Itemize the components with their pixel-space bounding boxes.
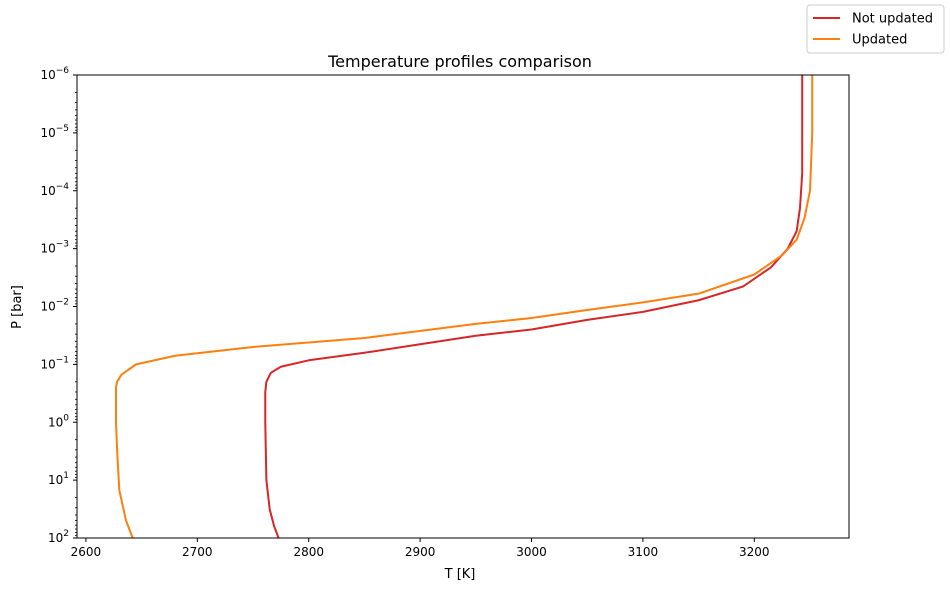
legend[interactable]: Not updated Updated <box>806 4 945 54</box>
y-tick-label: 10−3 <box>40 240 69 256</box>
y-axis-label: P [bar] <box>10 285 25 329</box>
x-tick-label: 3100 <box>628 545 659 559</box>
x-tick-label: 2900 <box>405 545 436 559</box>
y-tick-label: 10−5 <box>40 124 69 140</box>
legend-label: Updated <box>852 33 907 48</box>
chart-title: Temperature profiles comparison <box>327 52 592 71</box>
x-tick-label: 2600 <box>71 545 102 559</box>
x-tick-label: 3200 <box>739 545 770 559</box>
y-tick-label: 10−1 <box>40 355 69 371</box>
x-tick-label: 3000 <box>516 545 547 559</box>
y-tick-label: 101 <box>48 471 69 487</box>
x-axis-label: T [K] <box>444 567 476 582</box>
y-tick-label: 10−4 <box>40 182 69 198</box>
x-tick-label: 2800 <box>293 545 324 559</box>
y-tick-label: 10−2 <box>40 298 69 314</box>
y-tick-label: 10−6 <box>40 66 69 82</box>
y-axis: 10−6 10−5 10−4 10−3 10−2 10−1 100 101 102 <box>40 66 77 545</box>
x-tick-label: 2700 <box>182 545 213 559</box>
y-tick-label: 102 <box>48 529 69 545</box>
legend-label: Not updated <box>852 12 933 27</box>
series-layer <box>114 75 814 539</box>
legend-frame <box>806 4 945 54</box>
x-axis: 2600 2700 2800 2900 3000 3100 3200 <box>71 538 770 559</box>
y-tick-label: 100 <box>48 413 69 429</box>
series-line-not-updated <box>264 75 804 539</box>
series-line-updated <box>114 75 814 539</box>
